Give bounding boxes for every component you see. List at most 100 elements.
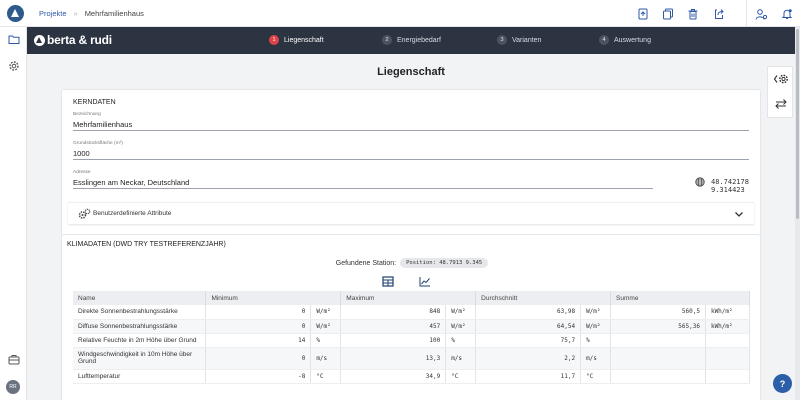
briefcase-icon[interactable]: [6, 352, 21, 367]
station-label: Gefundene Station:: [335, 259, 397, 267]
right-tool-panel: [767, 66, 793, 118]
step-number: 3: [497, 35, 507, 45]
delete-icon[interactable]: [686, 7, 700, 21]
row-name: Direkte Sonnenbestrahlungsstärke: [73, 305, 207, 320]
chevron-down-icon[interactable]: [734, 209, 744, 219]
main-content: Liegenschaft KERNDATEN Bezeichnung Mehrf…: [27, 54, 795, 400]
breadcrumb-projects-link[interactable]: Projekte: [39, 9, 67, 18]
cell-sum: [610, 369, 706, 384]
step-liegenschaft[interactable]: 1 Liegenschaft: [269, 35, 324, 45]
folder-icon[interactable]: [6, 32, 21, 47]
cell-unit: °C: [310, 369, 342, 384]
column-header[interactable]: Minimum: [205, 291, 342, 305]
grundstueck-value[interactable]: 1000: [73, 149, 90, 158]
step-energiebedarf[interactable]: 2 Energiebedarf: [382, 35, 441, 45]
step-label: Auswertung: [614, 36, 651, 44]
step-number: 4: [599, 35, 609, 45]
cell-avg: 2,2: [475, 347, 582, 370]
collapse-settings-icon[interactable]: [773, 73, 789, 85]
custom-attributes-panel[interactable]: Benutzerdefinierte Attribute: [68, 202, 754, 224]
row-name: Windgeschwindigkeit in 10m Höhe über Gru…: [73, 347, 207, 370]
share-icon[interactable]: [712, 7, 726, 21]
step-label: Energiebedarf: [397, 36, 441, 44]
station-row: Gefundene Station: Position: 48.7913 9.3…: [62, 258, 762, 268]
kerndaten-heading: KERNDATEN: [73, 99, 116, 106]
left-rail: RR: [0, 27, 27, 400]
step-number: 2: [382, 35, 392, 45]
cell-max: 457: [340, 319, 447, 334]
page-title: Liegenschaft: [377, 66, 445, 78]
grundstueck-label: Grundstücksfläche (m²): [73, 141, 123, 146]
adresse-field[interactable]: Adresse Esslingen am Neckar, Deutschland: [73, 170, 653, 189]
cell-avg: 11,7: [475, 369, 582, 384]
step-number: 1: [269, 35, 279, 45]
top-bar-divider: [746, 0, 747, 27]
cell-sum: [610, 333, 706, 348]
bezeichnung-value[interactable]: Mehrfamilienhaus: [73, 120, 133, 129]
cell-unit: kWh/m²: [705, 319, 751, 334]
cell-min: 0: [205, 305, 312, 320]
scrollbar-thumb[interactable]: [796, 29, 799, 219]
help-button[interactable]: ?: [773, 374, 792, 393]
table-row: Diffuse Sonnenbestrahlungsstärke 0 W/m² …: [73, 319, 751, 334]
grundstueck-field[interactable]: Grundstücksfläche (m²) 1000: [73, 141, 749, 160]
swap-icon[interactable]: [774, 98, 788, 110]
custom-attributes-label: Benutzerdefinierte Attribute: [93, 210, 172, 217]
brand-name: berta & rudi: [47, 33, 112, 47]
cell-unit: kWh/m²: [705, 305, 751, 320]
cell-unit: W/m²: [310, 319, 342, 334]
field-underline: [73, 159, 749, 160]
klima-table: Name Minimum Maximum Durchschnitt Summe …: [73, 291, 751, 384]
cell-unit: [705, 369, 751, 384]
table-view-icon[interactable]: [382, 276, 394, 288]
step-auswertung[interactable]: 4 Auswertung: [599, 35, 651, 45]
step-label: Varianten: [512, 36, 542, 44]
copy-icon[interactable]: [661, 7, 675, 21]
cell-max: 848: [340, 305, 447, 320]
cell-unit: W/m²: [310, 305, 342, 320]
table-row: Lufttemperatur -8 °C 34,9 °C 11,7 °C: [73, 369, 751, 384]
cell-unit: W/m²: [445, 319, 477, 334]
field-underline: [73, 188, 653, 189]
cell-min: 0: [205, 319, 312, 334]
app-logo[interactable]: [7, 5, 24, 22]
cell-avg: 63,98: [475, 305, 582, 320]
gears-icon: [78, 208, 91, 220]
cell-unit: m/s: [580, 347, 612, 370]
column-header[interactable]: Durchschnitt: [475, 291, 612, 305]
coordinates-text: 48.742178 9.314423: [711, 178, 749, 194]
bezeichnung-field[interactable]: Bezeichnung Mehrfamilienhaus: [73, 112, 749, 131]
cell-avg: 75,7: [475, 333, 582, 348]
column-header[interactable]: Name: [73, 291, 207, 305]
table-row: Relative Feuchte in 2m Höhe über Grund 1…: [73, 333, 751, 348]
breadcrumb-separator: »: [73, 9, 78, 18]
column-header[interactable]: Summe: [610, 291, 750, 305]
notifications-icon[interactable]: [780, 7, 794, 21]
scrollbar[interactable]: [795, 27, 800, 400]
upload-doc-icon[interactable]: [636, 7, 650, 21]
cell-max: 13,3: [340, 347, 447, 370]
table-header-row: Name Minimum Maximum Durchschnitt Summe: [73, 291, 750, 305]
chart-view-icon[interactable]: [419, 276, 431, 288]
cell-unit: W/m²: [580, 305, 612, 320]
kerndaten-card: KERNDATEN Bezeichnung Mehrfamilienhaus G…: [61, 89, 761, 282]
adresse-value[interactable]: Esslingen am Neckar, Deutschland: [73, 178, 190, 187]
klimadaten-heading: KLIMADATEN (DWD TRY TESTREFERENZJAHR): [67, 241, 226, 248]
column-header[interactable]: Maximum: [340, 291, 477, 305]
cell-unit: °C: [445, 369, 477, 384]
cell-unit: %: [580, 333, 612, 348]
globe-icon[interactable]: [695, 177, 705, 187]
settings-icon[interactable]: [6, 58, 21, 73]
step-varianten[interactable]: 3 Varianten: [497, 35, 541, 45]
cell-min: 0: [205, 347, 312, 370]
brand-logo-icon: [34, 35, 45, 46]
table-row: Windgeschwindigkeit in 10m Höhe über Gru…: [73, 347, 751, 370]
user-avatar[interactable]: RR: [6, 380, 20, 394]
step-label: Liegenschaft: [284, 36, 324, 44]
cell-min: -8: [205, 369, 312, 384]
station-badge: Position: 48.7913 9.345: [400, 258, 489, 268]
cell-unit: W/m²: [445, 305, 477, 320]
cell-unit: W/m²: [580, 319, 612, 334]
user-settings-icon[interactable]: [754, 7, 768, 21]
cell-max: 100: [340, 333, 447, 348]
